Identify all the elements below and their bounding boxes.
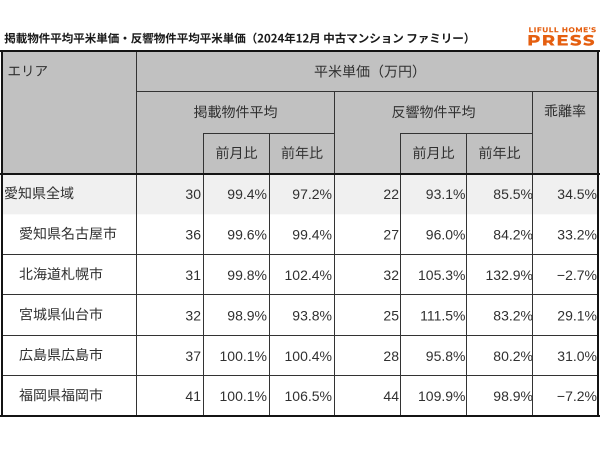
svg-text:132.9%: 132.9% <box>486 267 533 283</box>
svg-text:95.8%: 95.8% <box>426 348 466 364</box>
svg-text:37: 37 <box>185 348 201 364</box>
svg-text:99.4%: 99.4% <box>292 227 332 243</box>
svg-text:32: 32 <box>185 307 201 323</box>
svg-text:27: 27 <box>383 227 399 243</box>
svg-text:−2.7%: −2.7% <box>557 267 597 283</box>
svg-text:84.2%: 84.2% <box>493 227 533 243</box>
svg-text:111.5%: 111.5% <box>420 307 465 323</box>
svg-text:83.2%: 83.2% <box>493 307 533 323</box>
svg-text:97.2%: 97.2% <box>292 186 332 202</box>
svg-text:98.9%: 98.9% <box>493 388 533 404</box>
svg-text:30: 30 <box>185 186 201 202</box>
svg-text:100.1%: 100.1% <box>220 348 267 364</box>
svg-text:33.2%: 33.2% <box>557 227 597 243</box>
svg-text:99.6%: 99.6% <box>227 227 267 243</box>
svg-text:44: 44 <box>383 388 399 404</box>
svg-text:93.1%: 93.1% <box>426 186 466 202</box>
svg-text:109.9%: 109.9% <box>418 388 465 404</box>
svg-text:100.1%: 100.1% <box>220 388 267 404</box>
svg-text:−7.2%: −7.2% <box>557 388 597 404</box>
svg-text:31.0%: 31.0% <box>557 348 597 364</box>
svg-text:31: 31 <box>185 267 201 283</box>
svg-text:25: 25 <box>383 307 399 323</box>
svg-text:106.5%: 106.5% <box>285 388 332 404</box>
svg-text:100.4%: 100.4% <box>285 348 332 364</box>
svg-text:85.5%: 85.5% <box>493 186 533 202</box>
svg-text:98.9%: 98.9% <box>227 307 267 323</box>
svg-text:99.8%: 99.8% <box>227 267 267 283</box>
svg-text:36: 36 <box>185 227 201 243</box>
svg-text:96.0%: 96.0% <box>426 227 466 243</box>
svg-text:34.5%: 34.5% <box>557 186 597 202</box>
svg-text:80.2%: 80.2% <box>493 348 533 364</box>
svg-text:99.4%: 99.4% <box>227 186 267 202</box>
svg-text:102.4%: 102.4% <box>285 267 332 283</box>
svg-text:22: 22 <box>383 186 399 202</box>
svg-text:41: 41 <box>185 388 201 404</box>
svg-text:29.1%: 29.1% <box>557 307 597 323</box>
svg-text:105.3%: 105.3% <box>418 267 465 283</box>
svg-text:32: 32 <box>383 267 399 283</box>
svg-text:28: 28 <box>383 348 399 364</box>
svg-text:93.8%: 93.8% <box>292 307 332 323</box>
